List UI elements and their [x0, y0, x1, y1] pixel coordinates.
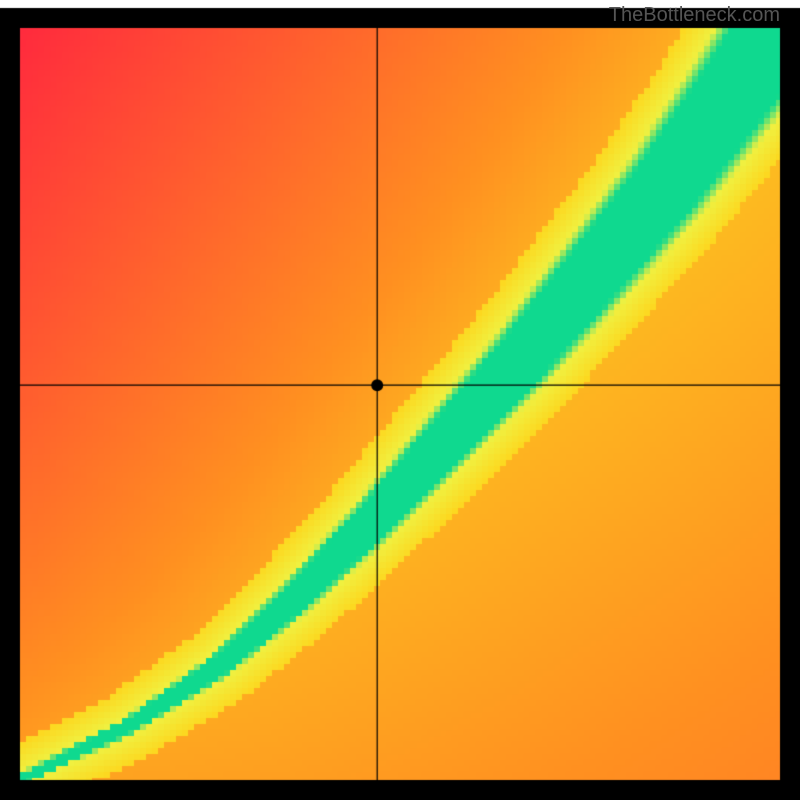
chart-container: TheBottleneck.com — [0, 0, 800, 800]
heatmap-chart — [0, 0, 800, 800]
watermark-text: TheBottleneck.com — [609, 4, 780, 27]
